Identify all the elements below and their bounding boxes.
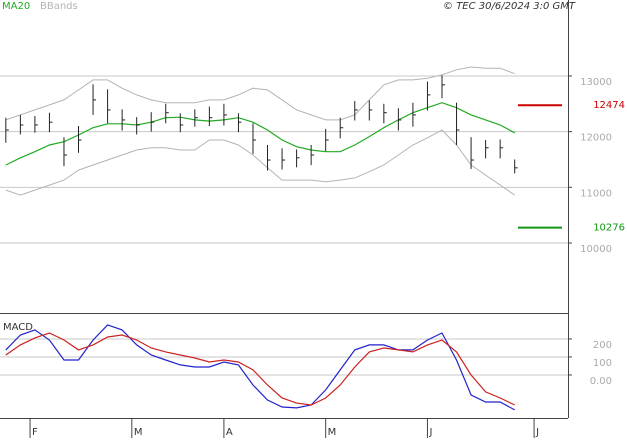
- x-tick-label: M: [134, 427, 143, 438]
- level-label: 12474: [593, 100, 625, 111]
- x-tick-label: J: [428, 427, 432, 438]
- macd-line: [5, 324, 515, 411]
- x-tick-label: J: [535, 427, 539, 438]
- y-tick-label: 0.00: [590, 376, 612, 387]
- y-tick-label: 12000: [580, 133, 612, 144]
- bband-upper: [5, 66, 515, 121]
- legend-ma20: MA20: [2, 1, 30, 12]
- y-tick-label: 100: [593, 358, 612, 369]
- macd-title: MACD: [3, 322, 33, 333]
- y-tick-label: 11000: [580, 188, 612, 199]
- y-tick-label: 200: [593, 340, 612, 351]
- source: © TEC 30/6/2024 3:0 GMT: [443, 1, 576, 12]
- y-tick-label: 13000: [580, 77, 612, 88]
- legend-bbands: BBands: [40, 1, 78, 12]
- ma20-line: [5, 102, 515, 166]
- level-label: 10276: [593, 223, 625, 234]
- bband-lower: [5, 129, 515, 196]
- x-tick-label: F: [32, 427, 38, 438]
- x-tick-label: A: [226, 427, 233, 438]
- x-tick-label: M: [328, 427, 337, 438]
- macd-line: [5, 332, 515, 406]
- y-tick-label: 10000: [580, 244, 612, 255]
